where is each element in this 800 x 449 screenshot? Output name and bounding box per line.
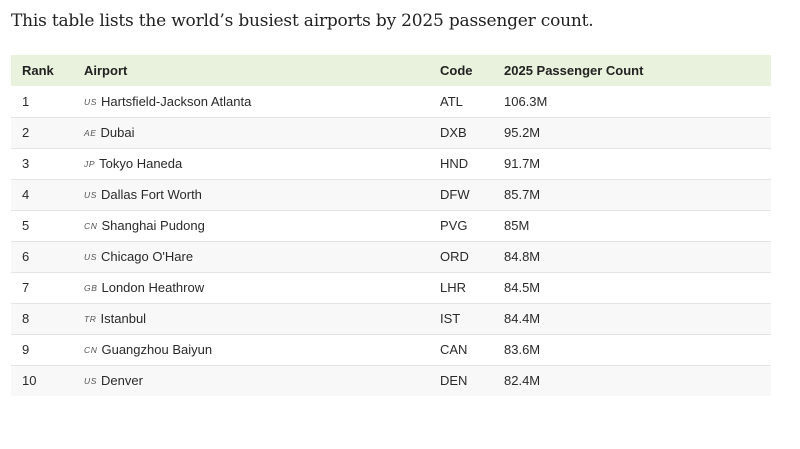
code-cell: LHR (440, 280, 467, 295)
table-row: 2 AE Dubai DXB 95.2M (11, 117, 771, 148)
country-flag-icon: CN (84, 221, 98, 231)
code-cell: ORD (440, 249, 469, 264)
rank-cell: 1 (22, 93, 30, 109)
airport-cell: US Hartsfield-Jackson Atlanta (73, 86, 429, 117)
airport-name: London Heathrow (101, 280, 205, 295)
code-cell: DXB (440, 125, 467, 140)
rank-cell: 6 (22, 249, 30, 264)
airport-name: Chicago O'Hare (101, 249, 194, 264)
passenger-count-cell: 84.8M (504, 249, 541, 264)
passenger-count-cell: 83.6M (504, 342, 541, 357)
airports-table-container: Rank Airport Code 2025 Passenger Count 1… (11, 55, 771, 396)
country-flag-icon: US (84, 252, 98, 262)
airport-name: Hartsfield-Jackson Atlanta (101, 93, 252, 109)
country-flag-icon: US (84, 376, 98, 387)
passenger-count-cell: 85M (504, 218, 530, 233)
airport-name: Dubai (100, 125, 135, 140)
header-passenger-count: 2025 Passenger Count (504, 63, 644, 78)
header-code: Code (440, 63, 473, 78)
airport-cell: CN Guangzhou Baiyun (73, 334, 429, 365)
country-flag-icon: US (84, 96, 98, 107)
code-cell: ATL (440, 93, 463, 109)
airport-cell: GB London Heathrow (73, 272, 429, 303)
passenger-count-cell: 84.4M (504, 311, 541, 326)
airport-cell: CN Shanghai Pudong (73, 210, 429, 241)
country-flag-icon: AE (84, 128, 97, 138)
code-cell: IST (440, 311, 461, 326)
table-row: 1 US Hartsfield-Jackson Atlanta ATL 106.3M (11, 86, 771, 117)
passenger-count-cell: 85.7M (504, 187, 541, 202)
table-row: 3 JP Tokyo Haneda HND 91.7M (11, 148, 771, 179)
table-row: 4 US Dallas Fort Worth DFW 85.7M (11, 179, 771, 210)
airport-cell: US Denver (73, 365, 429, 396)
passenger-count-cell: 106.3M (504, 93, 548, 109)
header-rank: Rank (22, 63, 54, 78)
airport-cell: AE Dubai (73, 117, 429, 148)
airport-cell: US Dallas Fort Worth (73, 179, 429, 210)
rank-cell: 9 (22, 342, 30, 357)
rank-cell: 7 (22, 280, 30, 295)
airport-name: Guangzhou Baiyun (101, 342, 213, 357)
airport-name: Tokyo Haneda (99, 156, 183, 171)
airport-cell: JP Tokyo Haneda (73, 148, 429, 179)
country-flag-icon: GB (84, 283, 98, 293)
header-row: Rank Airport Code 2025 Passenger Count (11, 55, 771, 86)
country-flag-icon: TR (84, 314, 97, 324)
passenger-count-cell: 95.2M (504, 125, 541, 140)
table-row: 10 US Denver DEN 82.4M (11, 365, 771, 396)
intro-text: This table lists the world’s busiest air… (11, 11, 594, 31)
code-cell: PVG (440, 218, 468, 233)
passenger-count-cell: 82.4M (504, 373, 541, 389)
code-cell: CAN (440, 342, 468, 357)
airport-name: Shanghai Pudong (101, 218, 205, 233)
table-row: 9 CN Guangzhou Baiyun CAN 83.6M (11, 334, 771, 365)
table-row: 5 CN Shanghai Pudong PVG 85M (11, 210, 771, 241)
airports-table: Rank Airport Code 2025 Passenger Count 1… (11, 55, 771, 396)
table-body: 1 US Hartsfield-Jackson Atlanta ATL 106.3M 2 A… (11, 86, 771, 396)
header-airport: Airport (84, 63, 128, 78)
passenger-count-cell: 84.5M (504, 280, 541, 295)
country-flag-icon: CN (84, 345, 98, 355)
country-flag-icon: US (84, 190, 98, 200)
rank-cell: 3 (22, 156, 30, 171)
table-header: Rank Airport Code 2025 Passenger Count (11, 55, 771, 86)
airport-name: Dallas Fort Worth (101, 187, 202, 202)
rank-cell: 10 (22, 373, 37, 389)
table-row: 8 TR Istanbul IST 84.4M (11, 303, 771, 334)
code-cell: HND (440, 156, 469, 171)
rank-cell: 5 (22, 218, 30, 233)
code-cell: DEN (440, 373, 468, 389)
rank-cell: 8 (22, 311, 30, 326)
country-flag-icon: JP (84, 159, 96, 169)
airport-cell: TR Istanbul (73, 303, 429, 334)
rank-cell: 2 (22, 125, 30, 140)
passenger-count-cell: 91.7M (504, 156, 541, 171)
rank-cell: 4 (22, 187, 30, 202)
airport-name: Denver (101, 373, 143, 389)
table-row: 7 GB London Heathrow LHR 84.5M (11, 272, 771, 303)
airport-name: Istanbul (100, 311, 147, 326)
airport-cell: US Chicago O'Hare (73, 241, 429, 272)
table-row: 6 US Chicago O'Hare ORD 84.8M (11, 241, 771, 272)
code-cell: DFW (440, 187, 470, 202)
